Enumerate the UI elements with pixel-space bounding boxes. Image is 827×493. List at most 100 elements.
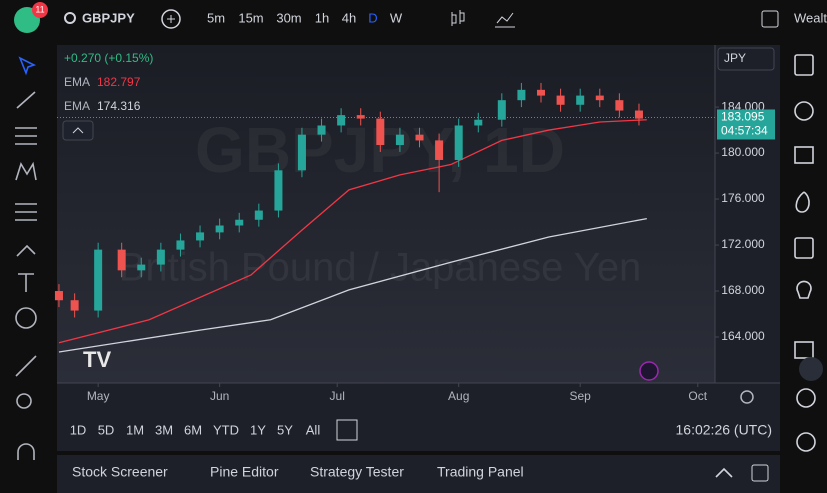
candle-body bbox=[274, 170, 283, 211]
assistant-icon[interactable] bbox=[799, 357, 823, 381]
emoji-tool[interactable] bbox=[15, 307, 37, 329]
interval[interactable]: 4h bbox=[342, 10, 356, 25]
flash-icon[interactable] bbox=[639, 361, 659, 381]
forecast-tool[interactable] bbox=[15, 203, 37, 221]
clock: 16:02:26 (UTC) bbox=[676, 422, 772, 438]
broadcast-icon[interactable] bbox=[796, 432, 816, 452]
candle-body bbox=[297, 134, 306, 171]
range[interactable]: 1M bbox=[126, 422, 144, 437]
chat-icon[interactable] bbox=[794, 341, 814, 359]
watchlist-icon[interactable] bbox=[794, 54, 814, 76]
candle-body bbox=[634, 110, 643, 119]
candle-body bbox=[356, 115, 365, 119]
candle-body bbox=[595, 95, 604, 101]
range[interactable]: 5Y bbox=[277, 422, 293, 437]
add-icon bbox=[167, 15, 175, 23]
interval[interactable]: D bbox=[368, 10, 377, 25]
time-axis bbox=[57, 383, 780, 411]
candle-body bbox=[395, 134, 404, 146]
candle-body bbox=[556, 95, 565, 105]
hotlists-icon[interactable] bbox=[795, 191, 810, 213]
symbol[interactable]: GBPJPY bbox=[82, 10, 135, 25]
candle-body bbox=[497, 100, 506, 120]
settings-icon[interactable] bbox=[740, 390, 754, 404]
x-tick-label: Sep bbox=[570, 389, 592, 403]
candle-body bbox=[517, 89, 526, 101]
date-range-icon[interactable] bbox=[336, 419, 358, 441]
collapse-icon bbox=[72, 127, 84, 134]
chart-type-icon[interactable] bbox=[451, 10, 465, 26]
last-price-box bbox=[717, 109, 775, 140]
range[interactable]: All bbox=[306, 422, 321, 437]
fib-tool[interactable] bbox=[15, 127, 37, 145]
candle-body bbox=[254, 210, 263, 220]
range[interactable]: 5D bbox=[98, 422, 115, 437]
candle-body bbox=[337, 115, 346, 126]
search-icon[interactable] bbox=[64, 12, 76, 24]
magnet-tool[interactable] bbox=[17, 443, 35, 460]
text-tool[interactable] bbox=[18, 273, 34, 292]
interval[interactable]: W bbox=[390, 10, 403, 25]
price-axis bbox=[715, 45, 780, 383]
account[interactable]: Wealt bbox=[794, 10, 827, 25]
interval[interactable]: 5m bbox=[207, 10, 225, 25]
collapse-button[interactable] bbox=[62, 120, 94, 141]
ema-line bbox=[58, 119, 647, 344]
panel-tab[interactable]: Trading Panel bbox=[437, 464, 524, 480]
last-price: 183.095 bbox=[721, 110, 765, 124]
x-tick-label: Jun bbox=[210, 389, 229, 403]
bottom-panel bbox=[57, 455, 780, 493]
panel-tab[interactable]: Stock Screener bbox=[72, 464, 168, 480]
x-tick-label: Aug bbox=[448, 389, 469, 403]
y-tick-label: 168.000 bbox=[721, 283, 765, 297]
candle-body bbox=[376, 118, 385, 146]
maximize-icon[interactable] bbox=[751, 464, 769, 482]
range[interactable]: 6M bbox=[184, 422, 202, 437]
currency-box[interactable] bbox=[717, 47, 775, 71]
range[interactable]: 3M bbox=[155, 422, 173, 437]
badge-count: 11 bbox=[35, 4, 44, 14]
alerts-icon[interactable] bbox=[794, 101, 814, 121]
y-tick-label: 172.000 bbox=[721, 237, 765, 251]
candle-body bbox=[454, 125, 463, 160]
indicators-icon[interactable] bbox=[495, 12, 515, 28]
ema-label: EMA bbox=[64, 99, 90, 113]
change: +0.270 (+0.15%) bbox=[64, 51, 153, 65]
candle-body bbox=[474, 119, 483, 126]
x-tick-label: May bbox=[87, 389, 110, 403]
signals-icon[interactable] bbox=[796, 388, 816, 408]
candle-body bbox=[415, 134, 424, 141]
panel-tab[interactable]: Strategy Tester bbox=[310, 464, 404, 480]
ideas-icon[interactable] bbox=[796, 280, 812, 299]
y-tick-label: 176.000 bbox=[721, 191, 765, 205]
range[interactable]: YTD bbox=[213, 422, 239, 437]
interval[interactable]: 30m bbox=[276, 10, 301, 25]
candle-body bbox=[615, 100, 624, 111]
range-bar bbox=[57, 411, 780, 451]
brush-tool[interactable] bbox=[16, 244, 36, 257]
pattern-tool[interactable] bbox=[15, 161, 37, 181]
cursor-tool[interactable] bbox=[18, 56, 37, 76]
range[interactable]: 1D bbox=[70, 422, 87, 437]
drawing-tools bbox=[15, 56, 37, 460]
right-icons bbox=[794, 54, 816, 452]
ema-line bbox=[58, 217, 647, 353]
candle-body bbox=[94, 249, 103, 311]
zoom-tool[interactable] bbox=[16, 393, 32, 409]
add-icon[interactable] bbox=[161, 9, 181, 29]
candle-body bbox=[156, 249, 165, 265]
currency: JPY bbox=[724, 51, 746, 65]
candle-body bbox=[215, 225, 224, 233]
data-window-icon[interactable] bbox=[794, 146, 814, 164]
layout-icon[interactable] bbox=[761, 10, 779, 28]
line-tool[interactable] bbox=[16, 91, 36, 109]
expand-icon[interactable] bbox=[715, 467, 733, 478]
range[interactable]: 1Y bbox=[250, 422, 266, 437]
interval[interactable]: 15m bbox=[238, 10, 263, 25]
panel-tab[interactable]: Pine Editor bbox=[210, 464, 279, 480]
calendar-icon[interactable] bbox=[794, 237, 814, 259]
interval[interactable]: 1h bbox=[315, 10, 329, 25]
ema-value: 182.797 bbox=[97, 75, 141, 89]
ruler-tool[interactable] bbox=[15, 355, 37, 377]
